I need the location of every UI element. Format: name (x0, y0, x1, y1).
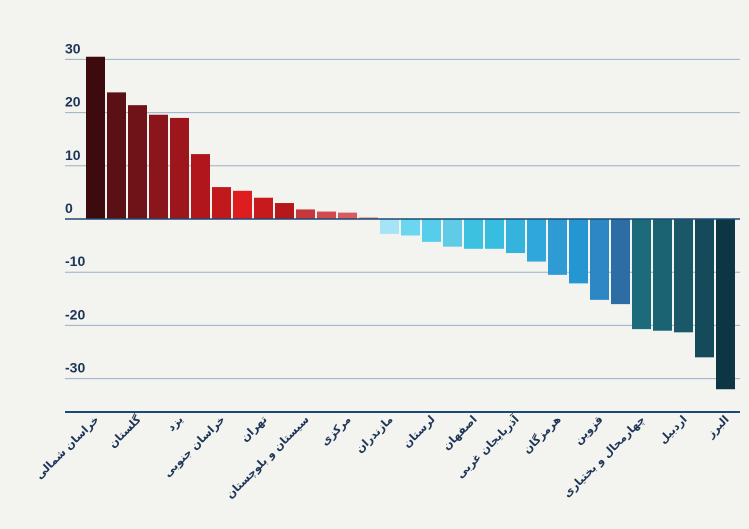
bar (317, 211, 336, 219)
y-axis-ticks: 30 20 10 0 -10 -20 -30 (65, 40, 85, 375)
category-label: مرکزی (318, 413, 353, 448)
bar (632, 219, 651, 330)
bar (485, 219, 504, 249)
bar (86, 56, 105, 219)
bar (422, 219, 441, 242)
bar (107, 92, 126, 219)
category-label: هرمزگان (520, 413, 563, 456)
category-label: چهارمحال و بختیاری (561, 413, 648, 500)
bar (527, 219, 546, 262)
bars (86, 56, 735, 390)
category-label: مازندران (353, 413, 396, 456)
category-label: قزوین (572, 413, 606, 447)
y-tick-label: -10 (65, 253, 85, 269)
y-tick-label: 30 (65, 40, 81, 56)
bar (443, 219, 462, 247)
y-tick-label: 0 (65, 200, 73, 216)
category-label: خراسان شمالی (33, 413, 102, 482)
bar (506, 219, 525, 254)
bar (212, 187, 231, 219)
bar (380, 219, 399, 234)
bar (254, 197, 273, 219)
bar (191, 154, 210, 219)
category-label: یزد (165, 413, 186, 434)
bar (275, 203, 294, 219)
category-label: لرستان (400, 413, 437, 450)
category-label: اصفهان (440, 413, 480, 453)
axes (65, 218, 740, 413)
y-tick-label: 10 (65, 147, 81, 163)
bar (296, 209, 315, 219)
category-label: تهران (238, 413, 269, 444)
bar (590, 219, 609, 300)
bar (464, 219, 483, 249)
category-label: اردبیل (656, 413, 689, 446)
bar (170, 117, 189, 219)
bar (128, 105, 147, 219)
bar (401, 219, 420, 236)
y-tick-label: 20 (65, 94, 81, 110)
category-label: البرز (704, 413, 732, 441)
bar (359, 217, 378, 219)
bar (233, 190, 252, 219)
category-label: سیستان و بلوچستان (223, 413, 311, 501)
bar (569, 219, 588, 284)
bar (653, 219, 672, 331)
bar (548, 219, 567, 275)
bar (338, 212, 357, 219)
bar (716, 219, 735, 390)
bar (611, 219, 630, 305)
bar (695, 219, 714, 358)
bar (674, 219, 693, 333)
y-tick-label: -20 (65, 306, 85, 322)
category-label: گلستان (106, 413, 144, 451)
y-tick-label: -30 (65, 360, 85, 376)
bar (149, 114, 168, 219)
